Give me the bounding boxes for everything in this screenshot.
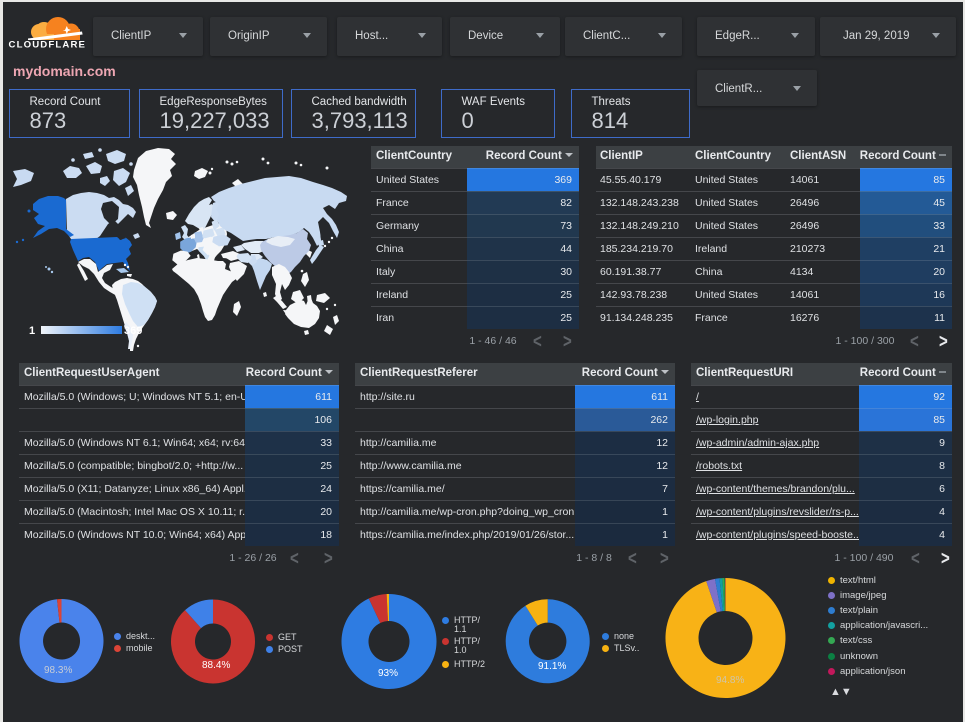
svg-text:1: 1 [29,325,35,337]
svg-text:369: 369 [124,325,142,337]
svg-text:CLOUDFLARE: CLOUDFLARE [9,40,87,51]
